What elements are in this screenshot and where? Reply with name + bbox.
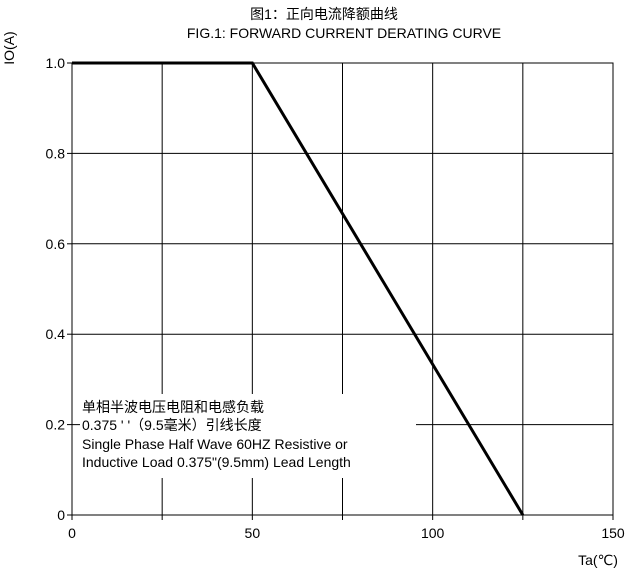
annotation-background [80, 394, 416, 478]
y-tick-label: 0.2 [46, 417, 66, 433]
y-tick-label: 0 [57, 507, 65, 523]
x-tick-label: 100 [421, 525, 445, 541]
y-tick-label: 0.8 [46, 145, 66, 161]
chart-subtitle: FIG.1: FORWARD CURRENT DERATING CURVE [187, 25, 501, 41]
derating-curve-line [72, 61, 525, 516]
annotation-line-1: 单相半波电压电阻和电感负载 [82, 399, 264, 415]
y-tick-label: 1.0 [46, 55, 66, 71]
plot-frame [71, 62, 614, 516]
y-tick-label: 0.6 [46, 236, 66, 252]
tick-labels: 0 0.2 0.4 0.6 0.8 1.0 0 50 100 150 [46, 55, 625, 541]
annotation-line-3: Single Phase Half Wave 60HZ Resistive or [82, 436, 348, 452]
series [72, 61, 525, 516]
x-tick-label: 50 [245, 525, 261, 541]
annotation-line-4: Inductive Load 0.375"(9.5mm) Lead Length [82, 454, 351, 470]
chart-title: 图1：正向电流降额曲线 [250, 6, 398, 22]
annotation-block: 单相半波电压电阻和电感负载 0.375 ' '（9.5毫米）引线长度 Singl… [80, 394, 416, 478]
x-tick-label: 150 [601, 525, 625, 541]
y-tick-label: 0.4 [46, 326, 66, 342]
y-axis-label: IO(A) [1, 31, 17, 64]
x-tick-label: 0 [68, 525, 76, 541]
x-axis-label: Ta(℃) [578, 552, 618, 568]
annotation-line-2: 0.375 ' '（9.5毫米）引线长度 [82, 417, 262, 433]
ticks [67, 62, 614, 520]
